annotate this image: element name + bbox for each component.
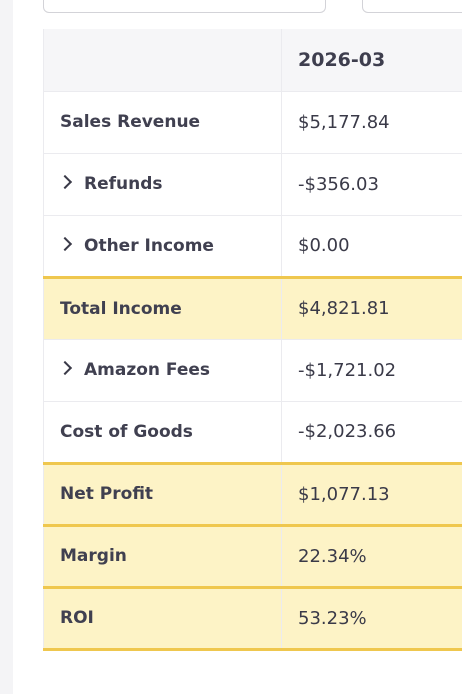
table-header-row: 2026-03 bbox=[43, 29, 462, 92]
row-label: Net Profit bbox=[43, 461, 282, 526]
table-row-refunds[interactable]: Refunds -$356.03 bbox=[43, 153, 462, 216]
row-label: Total Income bbox=[43, 275, 282, 340]
row-label-cell[interactable]: Other Income bbox=[43, 215, 282, 278]
row-value: $0.00 bbox=[281, 215, 462, 278]
row-label: Refunds bbox=[84, 174, 163, 194]
row-label: ROI bbox=[43, 585, 282, 651]
row-label: Margin bbox=[43, 523, 282, 588]
period-header: 2026-03 bbox=[281, 29, 462, 92]
expand-other-income-toggle[interactable]: Other Income bbox=[57, 235, 214, 256]
filter-field-right[interactable] bbox=[362, 0, 462, 13]
row-label: Other Income bbox=[84, 235, 214, 256]
row-value: 53.23% bbox=[281, 585, 462, 651]
chevron-right-icon bbox=[57, 236, 73, 251]
profit-loss-table: 2026-03 Sales Revenue $5,177.84 Refunds … bbox=[43, 29, 462, 651]
row-value: -$2,023.66 bbox=[281, 401, 462, 464]
table-row-amazon-fees[interactable]: Amazon Fees -$1,721.02 bbox=[43, 339, 462, 402]
row-label-cell[interactable]: Refunds bbox=[43, 153, 282, 216]
chevron-right-icon bbox=[57, 360, 73, 376]
row-label: Amazon Fees bbox=[84, 360, 211, 380]
chevron-right-icon bbox=[57, 174, 73, 190]
table-row-sales-revenue: Sales Revenue $5,177.84 bbox=[43, 91, 462, 154]
expand-amazon-fees-toggle[interactable]: Amazon Fees bbox=[57, 360, 211, 380]
row-value: -$1,721.02 bbox=[281, 339, 462, 402]
filter-field-left[interactable] bbox=[43, 0, 326, 13]
table-row-roi: ROI 53.23% bbox=[43, 585, 462, 651]
table-row-net-profit: Net Profit $1,077.13 bbox=[43, 461, 462, 526]
expand-refunds-toggle[interactable]: Refunds bbox=[57, 174, 163, 194]
row-label-cell[interactable]: Amazon Fees bbox=[43, 339, 282, 402]
table-row-other-income[interactable]: Other Income $0.00 bbox=[43, 215, 462, 278]
row-value: -$356.03 bbox=[281, 153, 462, 216]
row-value: $4,821.81 bbox=[281, 275, 462, 340]
table-row-margin: Margin 22.34% bbox=[43, 523, 462, 588]
header-label-cell bbox=[43, 29, 282, 92]
table-row-total-income: Total Income $4,821.81 bbox=[43, 275, 462, 340]
row-label: Sales Revenue bbox=[43, 91, 282, 154]
row-value: $1,077.13 bbox=[281, 461, 462, 526]
row-label: Cost of Goods bbox=[43, 401, 282, 464]
table-row-cost-of-goods: Cost of Goods -$2,023.66 bbox=[43, 401, 462, 464]
row-value: 22.34% bbox=[281, 523, 462, 588]
row-value: $5,177.84 bbox=[281, 91, 462, 154]
